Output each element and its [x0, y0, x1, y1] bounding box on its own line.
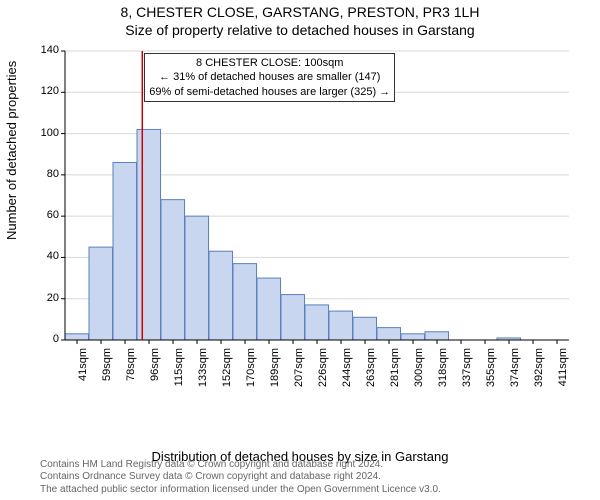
x-tick-label: 300sqm [413, 348, 425, 396]
x-tick-label: 374sqm [509, 348, 521, 396]
chart-container: 8, CHESTER CLOSE, GARSTANG, PRESTON, PR3… [0, 0, 600, 500]
y-tick-label: 20 [47, 292, 59, 304]
y-tick-label: 100 [41, 127, 59, 139]
chart-title-line1: 8, CHESTER CLOSE, GARSTANG, PRESTON, PR3… [0, 4, 600, 20]
chart-title-line2: Size of property relative to detached ho… [0, 22, 600, 38]
x-tick-label: 189sqm [269, 348, 281, 396]
x-tick-label: 355sqm [485, 348, 497, 396]
y-axis-label: Number of detached properties [4, 61, 19, 240]
x-tick-label: 133sqm [197, 348, 209, 396]
y-tick-label: 120 [41, 85, 59, 97]
x-tick-label: 170sqm [245, 348, 257, 396]
x-tick-label: 96sqm [149, 348, 161, 396]
x-tick-label: 411sqm [557, 348, 569, 396]
x-tick-label: 59sqm [101, 348, 113, 396]
annotation-line1: 8 CHESTER CLOSE: 100sqm [149, 56, 390, 70]
x-tick-label: 263sqm [365, 348, 377, 396]
x-tick-label: 244sqm [341, 348, 353, 396]
footer: Contains HM Land Registry data © Crown c… [40, 459, 592, 497]
annotation-line2: ← 31% of detached houses are smaller (14… [149, 70, 390, 84]
x-tick-label: 392sqm [533, 348, 545, 396]
x-tick-label: 41sqm [77, 348, 89, 396]
y-tick-label: 60 [47, 209, 59, 221]
x-tick-label: 337sqm [461, 348, 473, 396]
footer-line1: Contains HM Land Registry data © Crown c… [40, 459, 592, 472]
x-tick-label: 281sqm [389, 348, 401, 396]
footer-line3: The attached public sector information l… [40, 484, 592, 497]
x-tick-label: 318sqm [437, 348, 449, 396]
annotation-box: 8 CHESTER CLOSE: 100sqm ← 31% of detache… [144, 53, 395, 102]
x-tick-label: 226sqm [317, 348, 329, 396]
footer-line2: Contains Ordnance Survey data © Crown co… [40, 471, 592, 484]
x-tick-label: 207sqm [293, 348, 305, 396]
y-tick-label: 40 [47, 250, 59, 262]
plot-area: 8 CHESTER CLOSE: 100sqm ← 31% of detache… [55, 45, 575, 390]
annotation-line3: 69% of semi-detached houses are larger (… [149, 85, 390, 99]
y-tick-label: 140 [41, 44, 59, 56]
y-tick-label: 80 [47, 168, 59, 180]
x-tick-label: 152sqm [221, 348, 233, 396]
x-tick-label: 115sqm [173, 348, 185, 396]
y-tick-label: 0 [53, 333, 59, 345]
x-tick-label: 78sqm [125, 348, 137, 396]
